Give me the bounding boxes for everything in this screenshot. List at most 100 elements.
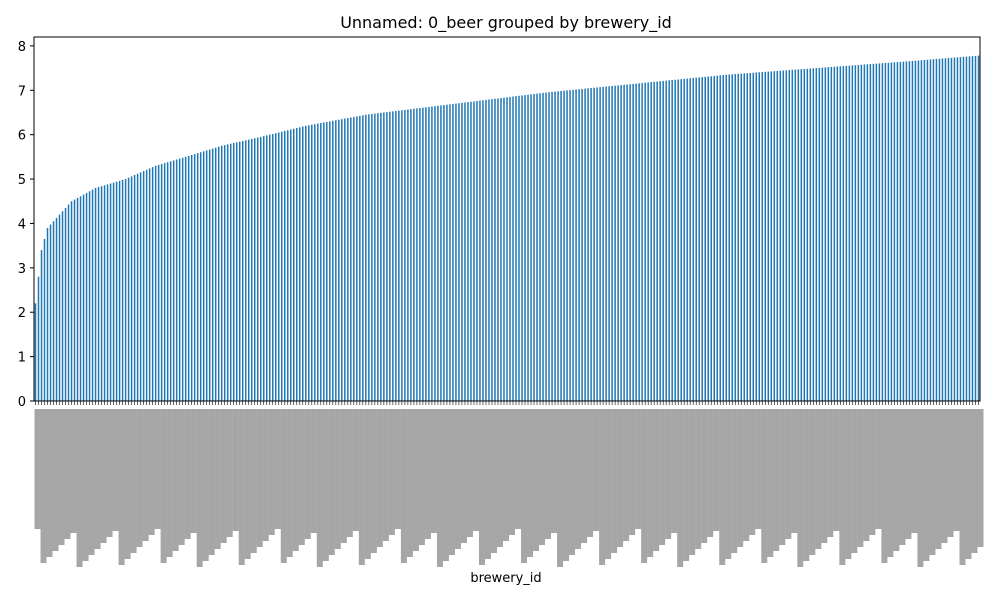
bar — [160, 163, 163, 401]
bar — [335, 120, 337, 401]
bar — [145, 169, 148, 401]
bar — [416, 108, 418, 401]
bar — [707, 76, 709, 401]
bar — [470, 101, 472, 402]
bar — [196, 153, 199, 401]
bar — [755, 72, 758, 401]
bar — [124, 179, 127, 401]
bar — [85, 192, 88, 401]
bar — [413, 108, 415, 401]
bar — [55, 217, 58, 401]
bar — [878, 63, 881, 401]
bar — [115, 181, 118, 401]
bar — [614, 85, 616, 402]
bar — [455, 103, 457, 401]
bars-group — [34, 55, 980, 402]
bar — [133, 175, 136, 401]
bar — [890, 62, 893, 402]
bar — [199, 152, 202, 401]
y-axis: 0 1 2 3 4 5 6 7 8 — [18, 40, 34, 410]
bar — [509, 96, 511, 402]
x-axis — [34, 401, 984, 567]
bar — [76, 197, 79, 401]
bar — [238, 141, 241, 401]
bar — [37, 276, 40, 401]
bar — [506, 97, 508, 402]
bar — [527, 94, 529, 402]
bar — [770, 71, 773, 402]
bar — [326, 121, 328, 402]
bar — [302, 126, 304, 402]
bar — [662, 80, 664, 401]
bar — [725, 74, 727, 401]
bar — [446, 104, 448, 401]
bar — [311, 124, 313, 402]
bar — [587, 88, 589, 401]
bar — [464, 102, 466, 401]
bar — [623, 84, 625, 401]
bar — [190, 155, 193, 401]
bar — [566, 90, 568, 402]
bar — [61, 211, 64, 401]
bar — [665, 80, 667, 402]
bar — [503, 97, 505, 402]
bar — [926, 59, 929, 401]
bar — [154, 165, 157, 401]
bar — [590, 88, 592, 402]
bar — [347, 118, 349, 401]
bar — [70, 201, 73, 401]
bar — [79, 196, 82, 401]
bar — [103, 185, 106, 401]
bar — [722, 75, 724, 401]
bar — [515, 96, 517, 401]
y-tick-label: 1 — [18, 351, 26, 366]
chart-title: Unnamed: 0_beer grouped by brewery_id — [340, 13, 672, 33]
bar — [740, 73, 742, 402]
bar — [656, 81, 658, 401]
bar — [223, 145, 226, 401]
bar — [767, 71, 770, 402]
bar — [629, 84, 631, 401]
bar — [467, 102, 469, 402]
bar — [908, 61, 911, 402]
bar — [151, 167, 154, 401]
bar — [692, 77, 694, 402]
bar — [488, 99, 490, 402]
bar — [854, 65, 857, 401]
x-tick-label-texture — [34, 409, 984, 567]
bar — [362, 115, 364, 402]
bar — [395, 110, 397, 401]
bar — [575, 89, 577, 401]
bar — [524, 95, 526, 401]
bar — [650, 82, 652, 401]
bar — [902, 61, 905, 401]
bar — [43, 238, 46, 401]
y-tick-label: 3 — [18, 262, 26, 277]
bar — [917, 60, 920, 401]
bar — [578, 89, 580, 401]
bar — [232, 143, 235, 401]
plot-frame — [33, 36, 981, 402]
bar — [653, 81, 655, 401]
bar — [809, 68, 812, 402]
bar — [419, 108, 421, 402]
bar — [241, 140, 244, 402]
bar — [821, 67, 824, 401]
bar — [281, 131, 283, 401]
bar — [287, 130, 289, 401]
bar — [872, 63, 875, 402]
bar — [371, 113, 373, 401]
bar — [803, 68, 806, 402]
bar — [172, 160, 175, 401]
bar — [791, 69, 794, 401]
bar — [734, 74, 736, 401]
bar — [494, 98, 496, 401]
bar — [214, 147, 217, 401]
bar — [551, 91, 553, 402]
bar — [359, 115, 361, 401]
bar — [244, 140, 247, 402]
y-tick-label: 2 — [18, 306, 26, 321]
bar — [497, 98, 499, 401]
bar — [293, 128, 295, 402]
bar — [689, 78, 691, 401]
